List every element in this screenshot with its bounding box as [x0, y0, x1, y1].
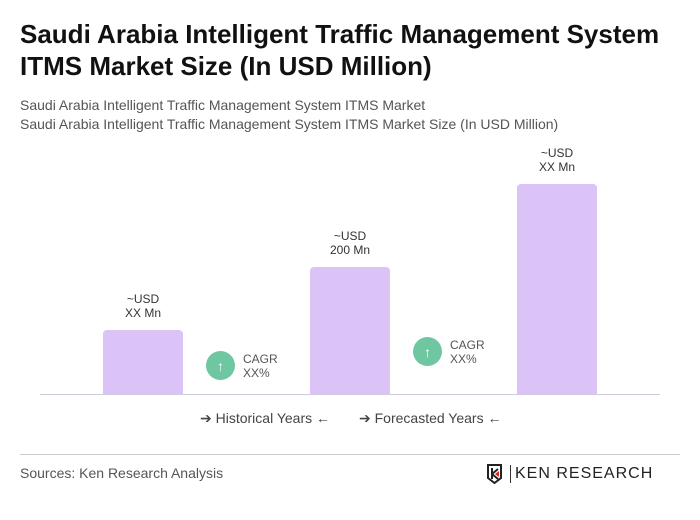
cagr-annotation-1: ↑ CAGR XX% [206, 351, 278, 380]
legend-label: Forecasted Years [374, 410, 484, 426]
bar-1 [103, 330, 183, 394]
page-title: Saudi Arabia Intelligent Traffic Managem… [20, 19, 660, 81]
cagr-annotation-2: ↑ CAGR XX% [413, 337, 485, 366]
data-label-line: ~USD [126, 292, 160, 307]
bar-2 [310, 266, 390, 394]
legend-historical: ➔ Historical Years ← [200, 410, 331, 426]
subtitle: Saudi Arabia Intelligent Traffic Managem… [20, 97, 426, 113]
cagr-value: XX% [243, 365, 270, 380]
arrow-up-icon: ↑ [413, 337, 442, 366]
arrow-up-icon: ↑ [206, 351, 235, 380]
cagr-label: CAGR [450, 337, 485, 352]
x-axis [40, 394, 660, 395]
logo-text: KEN RESEARCH [510, 465, 653, 483]
data-label-line: 200 Mn [329, 242, 371, 257]
sources: Sources: Ken Research Analysis [20, 465, 224, 481]
data-label-line: XX Mn [124, 306, 161, 321]
ken-research-logo: KEN RESEARCH [486, 464, 653, 484]
data-label: ~USD XX Mn [497, 146, 617, 174]
data-label-line: XX Mn [538, 160, 575, 174]
data-label-line: ~USD [540, 146, 574, 160]
cagr-value: XX% [450, 351, 477, 366]
cagr-label: CAGR [243, 351, 278, 366]
legend-forecasted: ➔ Forecasted Years ← [359, 410, 502, 426]
bar-3 [517, 184, 597, 394]
data-label: ~USD 200 Mn [290, 229, 410, 257]
divider [20, 454, 680, 455]
legend-label: Historical Years [215, 410, 313, 426]
logo-icon [487, 464, 502, 484]
data-label: ~USD XX Mn [83, 292, 203, 320]
subtitle-2: Saudi Arabia Intelligent Traffic Managem… [20, 116, 559, 132]
data-label-line: ~USD [333, 228, 367, 243]
